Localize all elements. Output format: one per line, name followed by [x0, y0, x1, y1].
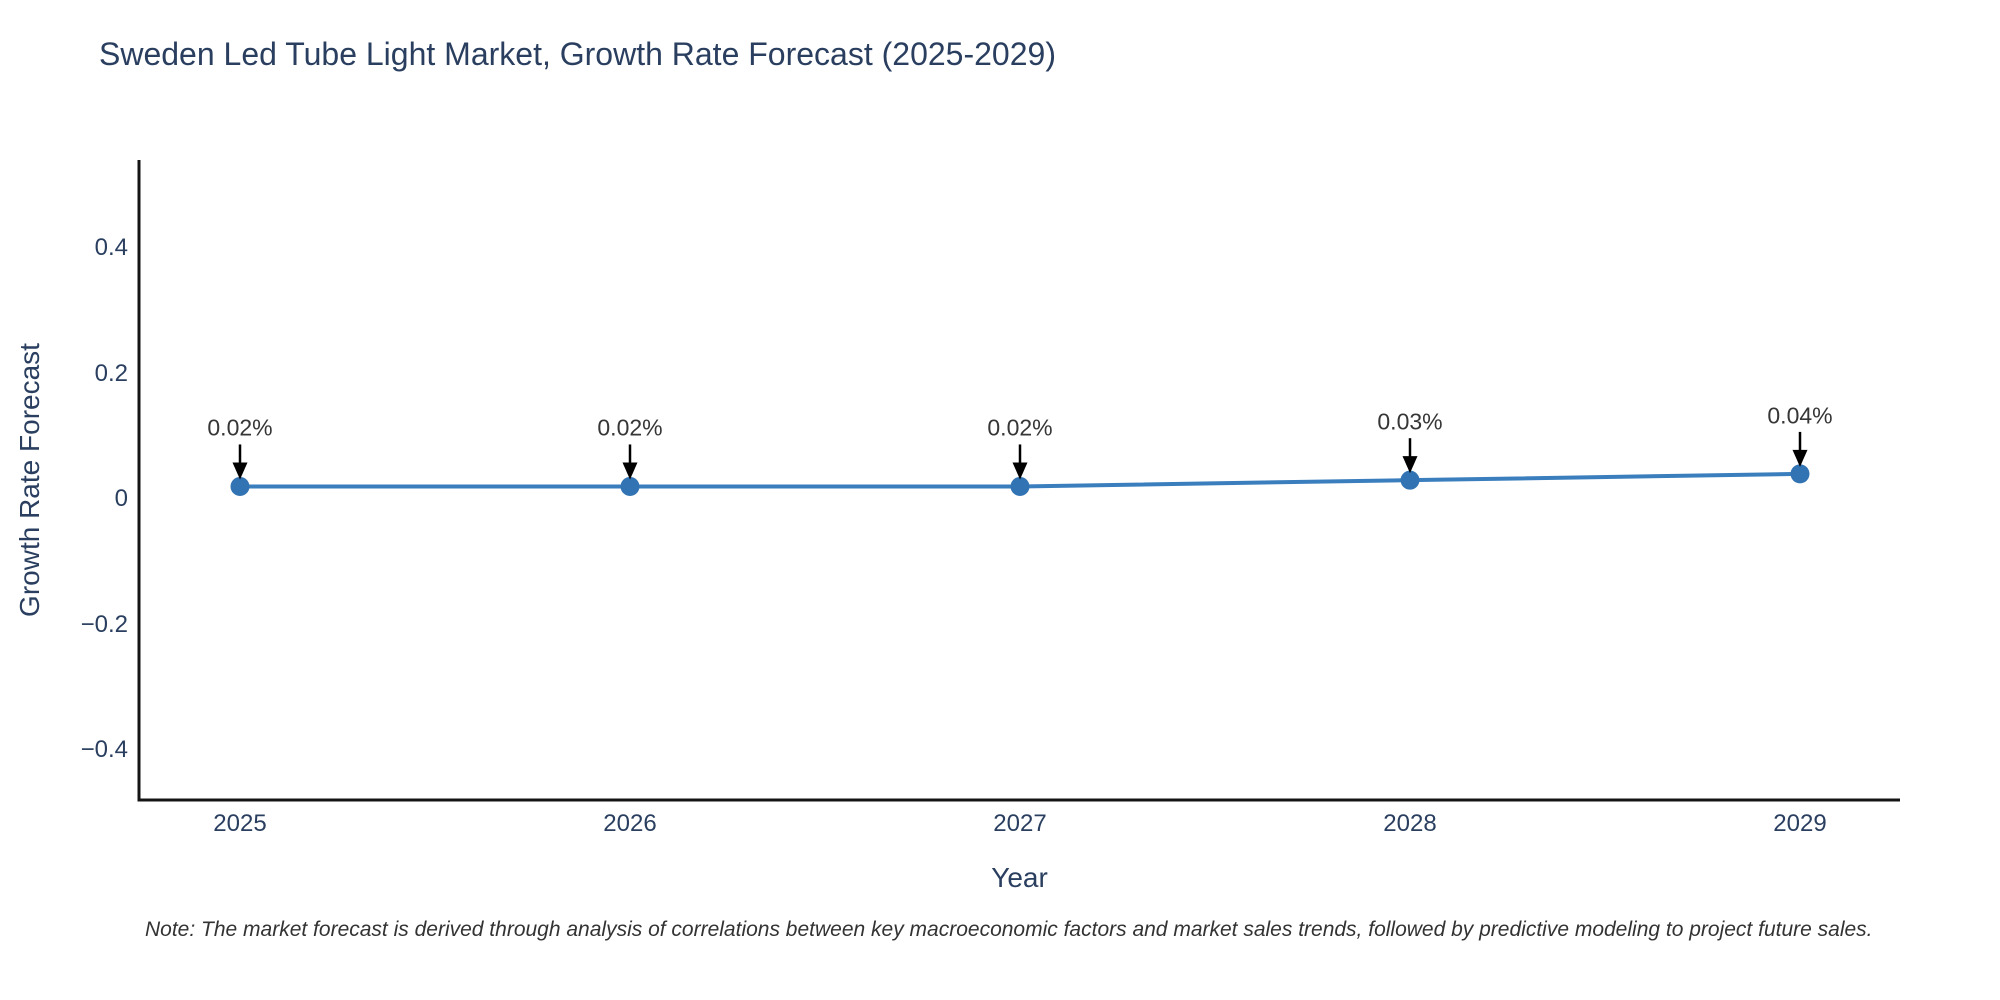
y-tick-label: 0.4 [94, 234, 128, 261]
y-tick-label: −0.4 [80, 736, 128, 763]
y-tick-label: 0.2 [94, 359, 128, 387]
x-axis-title: Year [991, 862, 1048, 893]
chart-title: Sweden Led Tube Light Market, Growth Rat… [99, 36, 1056, 72]
data-point [230, 476, 250, 496]
x-tick-label: 2028 [1383, 810, 1437, 837]
x-tick-label: 2029 [1773, 810, 1827, 837]
footnote: Note: The market forecast is derived thr… [145, 918, 1873, 941]
y-axis-title: Growth Rate Forecast [14, 343, 45, 617]
annotation-arrowhead [1792, 449, 1808, 467]
y-tick-label: −0.2 [80, 610, 128, 638]
annotation-arrowhead [232, 462, 248, 480]
data-point [1400, 470, 1420, 490]
data-point [1790, 464, 1810, 484]
annotation-label: 0.02% [597, 414, 663, 441]
x-tick-label: 2027 [993, 810, 1047, 837]
annotation-arrowhead [622, 462, 638, 480]
annotation-arrowhead [1012, 462, 1028, 480]
x-tick-label: 2026 [603, 810, 657, 837]
annotation-arrowhead [1402, 456, 1418, 474]
annotation-label: 0.02% [207, 414, 273, 441]
y-tick-label: 0 [114, 485, 128, 512]
annotation-label: 0.03% [1377, 408, 1443, 435]
annotation-label: 0.02% [987, 414, 1053, 441]
data-point [1010, 476, 1030, 496]
data-point [620, 476, 640, 496]
annotation-label: 0.04% [1767, 402, 1833, 429]
x-tick-label: 2025 [213, 810, 267, 837]
